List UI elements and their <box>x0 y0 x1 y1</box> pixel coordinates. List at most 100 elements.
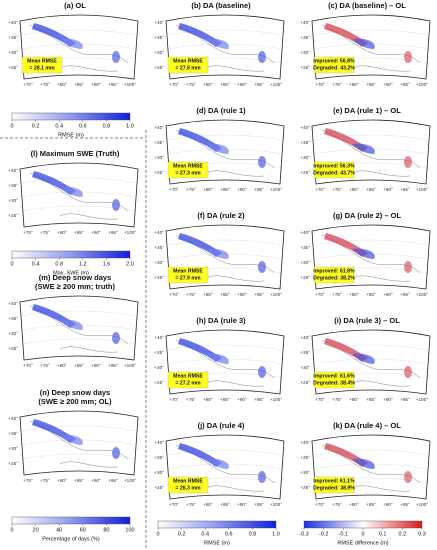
colorbar-tick-label: 0 <box>361 531 364 537</box>
lat-label: +30° <box>8 198 18 203</box>
lon-label: +70° <box>23 478 33 483</box>
lon-label: +70° <box>23 82 33 87</box>
panel-title: (i) DA (rule 3) – OL <box>334 316 400 325</box>
lat-label: +25° <box>8 65 18 70</box>
lon-label: +80° <box>57 82 67 87</box>
lon-label: +95° <box>108 363 118 368</box>
snow-region <box>404 366 412 378</box>
lat-label: +30° <box>300 50 310 55</box>
lon-label: +90° <box>91 363 101 368</box>
lon-label: +85° <box>366 187 376 192</box>
colorbar-tick-label: -0.1 <box>339 531 348 537</box>
lon-label: +70° <box>315 187 325 192</box>
graticule <box>313 134 429 141</box>
graticule <box>313 29 429 36</box>
colorbar-tick-label: 100 <box>125 527 134 533</box>
lat-label: +30° <box>154 155 164 160</box>
lat-label: +40° <box>154 335 164 340</box>
lon-label: +95° <box>400 82 410 87</box>
colorbar-tick-label: 0.2 <box>178 531 186 537</box>
panel-title: (j) DA (rule 4) <box>198 421 245 430</box>
lon-label: +90° <box>383 82 393 87</box>
lon-label: +85° <box>366 502 376 507</box>
annotation-box <box>313 161 355 179</box>
lon-label: +100° <box>416 502 428 507</box>
lat-label: +25° <box>300 65 310 70</box>
lat-label: +40° <box>8 301 18 306</box>
lat-label: +25° <box>8 346 18 351</box>
lat-label: +30° <box>300 155 310 160</box>
annotation-box <box>313 266 355 284</box>
annotation-box <box>167 161 209 179</box>
annotation: Degraded: 38.9% <box>313 485 355 491</box>
lat-label: +25° <box>154 380 164 385</box>
lon-label: +90° <box>91 230 101 235</box>
lon-label: +85° <box>366 397 376 402</box>
colorbar-tick-label: 0 <box>156 531 159 537</box>
graticule <box>21 177 137 184</box>
lon-label: +100° <box>270 397 282 402</box>
graticule <box>167 134 283 141</box>
lon-label: +85° <box>366 82 376 87</box>
colorbar-tick-label: 0.6 <box>225 531 233 537</box>
annotation: Mean RMSE <box>27 58 57 64</box>
panel-title: (n) Deep snow days <box>40 388 110 397</box>
colorbar <box>11 250 131 259</box>
lon-label: +100° <box>124 230 136 235</box>
lat-label: +40° <box>8 20 18 25</box>
annotation: = 27.5 mm <box>175 65 201 71</box>
annotation-box <box>313 56 355 74</box>
colorbar-tick-label: 1.6 <box>103 261 111 267</box>
lat-label: +35° <box>154 35 164 40</box>
graticule <box>313 344 429 351</box>
graticule <box>167 449 283 456</box>
lon-label: +75° <box>186 292 196 297</box>
colorbar-tick-label: 0.8 <box>55 261 63 267</box>
colorbar-tick-label: 2.0 <box>126 261 134 267</box>
colorbar-label: RMSE (m) <box>58 132 84 138</box>
lat-label: +35° <box>154 140 164 145</box>
lon-label: +80° <box>57 363 67 368</box>
snow-region <box>352 248 375 259</box>
graticule <box>167 358 283 365</box>
snow-region <box>206 38 229 49</box>
annotation: = 27.2 mm <box>175 380 201 386</box>
lat-label: +40° <box>154 20 164 25</box>
colorbar-tick-label: 0 <box>10 527 13 533</box>
lat-label: +35° <box>154 455 164 460</box>
lon-label: +100° <box>124 363 136 368</box>
lat-label: +35° <box>8 35 18 40</box>
lon-label: +80° <box>57 478 67 483</box>
lon-label: +85° <box>366 292 376 297</box>
snow-region <box>258 51 266 63</box>
annotation: Improved: 56.8% <box>313 58 355 64</box>
snow-region <box>60 319 83 330</box>
graticule <box>21 310 137 317</box>
lon-label: +100° <box>124 478 136 483</box>
colorbar-tick-label: 0.4 <box>55 123 63 129</box>
annotation-box <box>313 371 355 389</box>
graticule <box>21 338 137 345</box>
lat-label: +30° <box>8 50 18 55</box>
lon-label: +90° <box>383 187 393 192</box>
lat-label: +30° <box>300 365 310 370</box>
colorbar-tick-label: 1.2 <box>79 261 87 267</box>
lat-label: +25° <box>300 380 310 385</box>
graticule <box>167 239 283 246</box>
lat-label: +35° <box>154 350 164 355</box>
lon-label: +70° <box>169 397 179 402</box>
colorbar-label: RMSE (m) <box>204 540 230 546</box>
lon-label: +75° <box>186 397 196 402</box>
lon-label: +85° <box>74 363 84 368</box>
colorbar-tick-label: 60 <box>80 527 86 533</box>
panel-title: (h) DA (rule 3) <box>196 316 246 325</box>
lon-label: +80° <box>203 292 213 297</box>
annotation: Degraded: 38.4% <box>313 380 355 386</box>
graticule <box>21 324 137 331</box>
colorbar-tick-label: 40 <box>56 527 62 533</box>
lon-label: +80° <box>57 230 67 235</box>
lon-label: +95° <box>108 478 118 483</box>
graticule <box>167 463 283 470</box>
